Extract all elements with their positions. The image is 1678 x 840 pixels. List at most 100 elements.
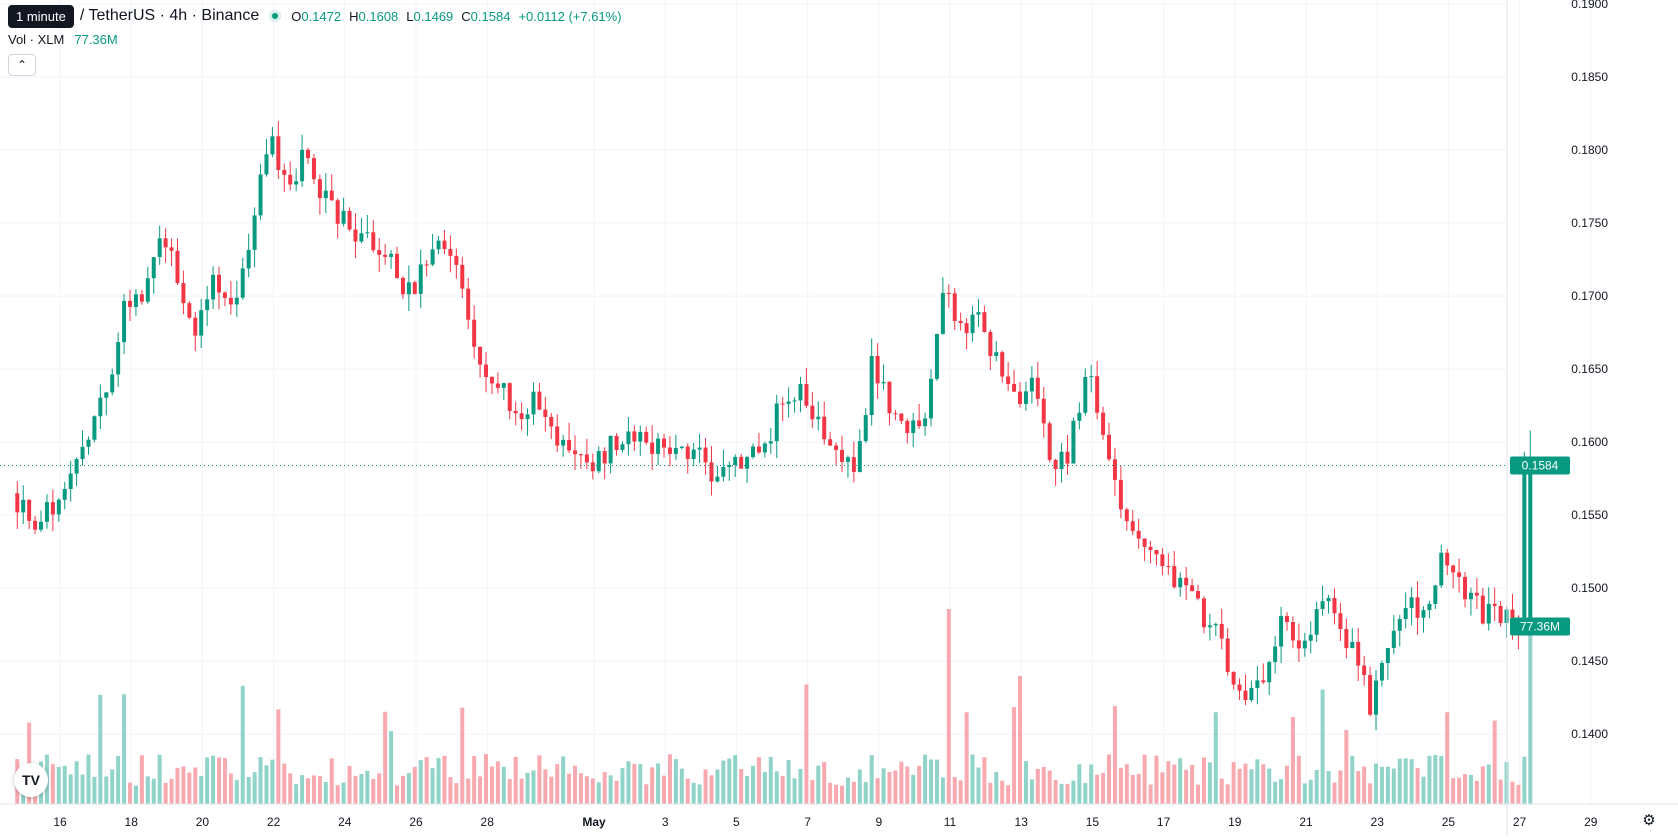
candle-body bbox=[353, 229, 358, 242]
x-tick-label: 23 bbox=[1371, 815, 1385, 829]
volume-bar bbox=[264, 765, 269, 804]
candle-body bbox=[596, 451, 601, 472]
candle-body bbox=[679, 446, 684, 448]
volume-bar bbox=[1403, 758, 1408, 804]
candle-body bbox=[1107, 434, 1112, 460]
tradingview-logo-icon[interactable]: TV bbox=[14, 763, 48, 797]
volume-bar bbox=[1006, 785, 1011, 804]
volume-bar bbox=[466, 778, 471, 804]
volume-bar bbox=[406, 773, 411, 804]
volume-bar bbox=[1445, 712, 1450, 804]
candle-body bbox=[1053, 459, 1058, 470]
volume-bar bbox=[881, 768, 886, 804]
candle-body bbox=[792, 400, 797, 402]
volume-bar bbox=[608, 775, 613, 804]
volume-bar bbox=[703, 769, 708, 804]
volume-bar bbox=[240, 685, 245, 804]
low-value: 0.1469 bbox=[413, 8, 454, 24]
volume-bar bbox=[1468, 774, 1473, 804]
candle-body bbox=[240, 268, 245, 298]
candle-body bbox=[952, 293, 957, 321]
y-tick-label: 0.1700 bbox=[1571, 289, 1608, 303]
volume-bar bbox=[774, 771, 779, 804]
volume-bar bbox=[151, 778, 156, 804]
volume-bar bbox=[1409, 759, 1414, 804]
volume-bar bbox=[1516, 784, 1521, 804]
volume-bar bbox=[460, 707, 465, 804]
symbol-title[interactable]: / TetherUS · 4h · Binance bbox=[79, 7, 260, 24]
candle-body bbox=[620, 444, 625, 450]
volume-bar bbox=[282, 763, 287, 804]
volume-bar bbox=[1041, 766, 1046, 804]
candle-body bbox=[1285, 615, 1290, 623]
candle-body bbox=[673, 447, 678, 454]
candle-body bbox=[311, 158, 316, 180]
candle-body bbox=[845, 457, 850, 462]
volume-bar bbox=[982, 757, 987, 804]
candle-body bbox=[1136, 530, 1141, 539]
volume-bar bbox=[424, 757, 429, 804]
candle-body bbox=[1041, 398, 1046, 424]
volume-bar bbox=[1207, 762, 1212, 804]
candle-body bbox=[1528, 465, 1533, 630]
volume-bar bbox=[1000, 780, 1005, 804]
volume-bar bbox=[1362, 766, 1367, 804]
candle-body bbox=[406, 282, 411, 295]
volume-bar bbox=[92, 776, 97, 804]
candle-body bbox=[525, 414, 530, 420]
volume-bar bbox=[1130, 774, 1135, 804]
chart-legend: 1 minute / TetherUS · 4h · Binance O0.14… bbox=[8, 4, 622, 28]
volume-bar bbox=[50, 764, 55, 804]
market-status-icon[interactable] bbox=[269, 10, 282, 22]
candle-body bbox=[1457, 572, 1462, 577]
candlesticks bbox=[15, 121, 1533, 731]
x-tick-label: 11 bbox=[944, 815, 957, 829]
candle-body bbox=[982, 312, 987, 332]
candle-body bbox=[638, 431, 643, 442]
volume-bar bbox=[1356, 771, 1361, 804]
candle-body bbox=[1101, 412, 1106, 435]
collapse-legend-button[interactable]: ⌃ bbox=[8, 54, 36, 76]
volume-bar bbox=[1071, 780, 1076, 804]
volume-bar bbox=[1053, 780, 1058, 804]
candle-body bbox=[1350, 641, 1355, 649]
volume-label[interactable]: Vol · XLM bbox=[8, 32, 65, 47]
candle-body bbox=[923, 418, 928, 427]
volume-bar bbox=[1391, 768, 1396, 804]
volume-bar bbox=[893, 770, 898, 804]
candle-body bbox=[80, 446, 85, 460]
volume-bar bbox=[537, 755, 542, 804]
volume-bar bbox=[1439, 756, 1444, 804]
candle-body bbox=[1356, 641, 1361, 666]
volume-bar bbox=[1492, 720, 1497, 804]
settings-gear-icon[interactable]: ⚙ bbox=[1642, 812, 1656, 829]
candle-body bbox=[1492, 603, 1497, 606]
candle-body bbox=[739, 456, 744, 469]
volume-bar bbox=[745, 775, 750, 804]
candle-body bbox=[1112, 459, 1117, 480]
volume-bar bbox=[946, 609, 951, 804]
candle-body bbox=[614, 435, 619, 450]
candle-body bbox=[573, 450, 578, 455]
volume-bar bbox=[620, 768, 625, 804]
candle-body bbox=[555, 426, 560, 446]
volume-bar bbox=[258, 757, 263, 804]
candle-body bbox=[205, 299, 210, 311]
candle-body bbox=[1089, 376, 1094, 378]
volume-bar bbox=[1166, 761, 1171, 804]
x-tick-label: 20 bbox=[196, 815, 210, 829]
candle-body bbox=[1035, 377, 1040, 399]
candle-body bbox=[472, 319, 477, 347]
ohlc-values: O0.1472 H0.1608 L0.1469 C0.1584 +0.0112 … bbox=[291, 9, 621, 24]
volume-bar bbox=[175, 767, 180, 804]
volume-bar bbox=[1528, 626, 1533, 804]
candle-body bbox=[685, 446, 690, 459]
candle-body bbox=[495, 383, 500, 388]
volume-bar bbox=[1112, 706, 1117, 804]
volume-bar bbox=[484, 754, 489, 804]
candle-body bbox=[478, 346, 483, 365]
candle-body bbox=[211, 274, 216, 300]
volume-value: 77.36M bbox=[74, 32, 118, 47]
